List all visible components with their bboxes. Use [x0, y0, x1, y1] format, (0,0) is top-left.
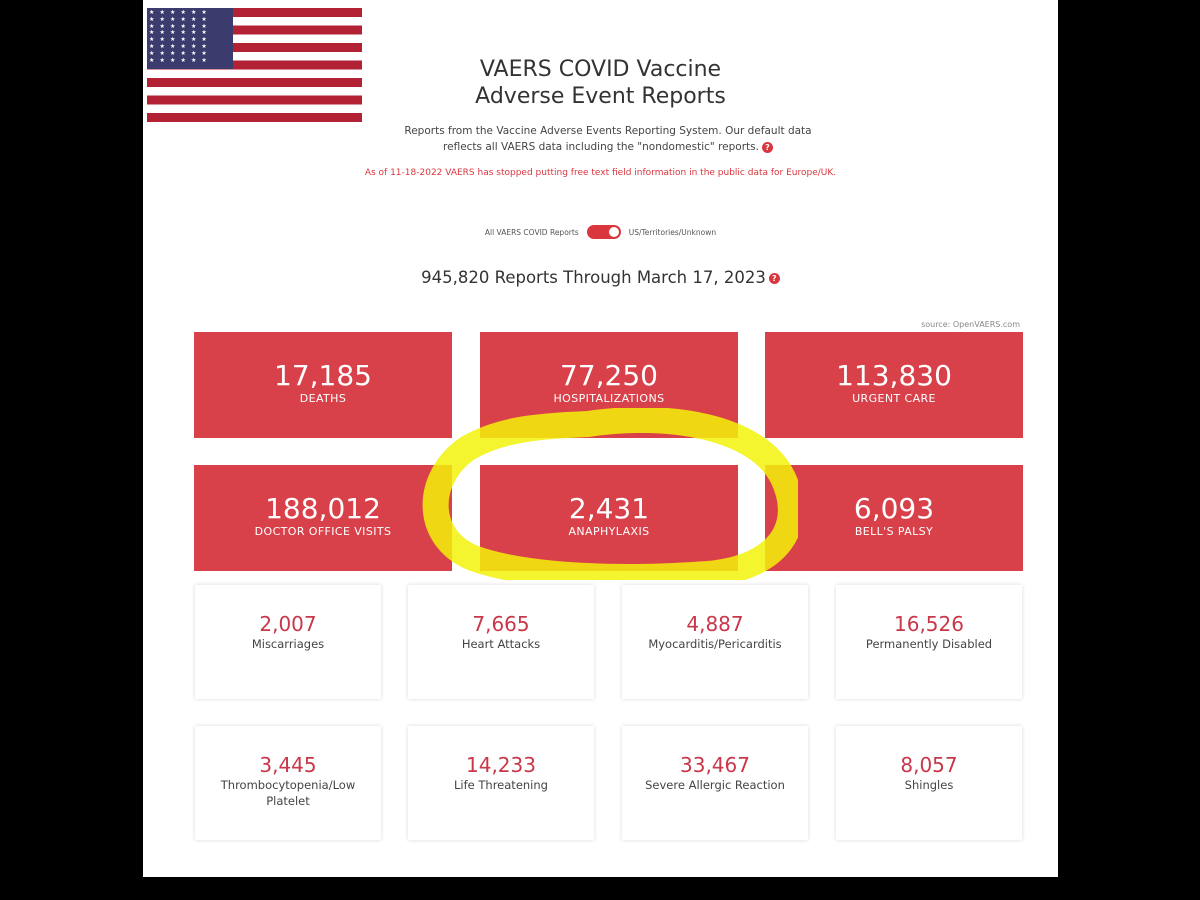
stat-value: 188,012 [265, 492, 381, 525]
stat-value: 77,250 [560, 359, 658, 392]
stat-value: 2,431 [568, 492, 650, 525]
stat-label: Severe Allergic Reaction [645, 778, 785, 792]
toggle-knob [608, 227, 619, 237]
stat-value: 17,185 [274, 359, 372, 392]
star-row: ★ ★ ★ ★ ★ ★ [149, 42, 209, 50]
stat-label: Thrombocytopenia/Low Platelet [220, 778, 356, 808]
reports-total-text: 945,820 Reports Through March 17, 2023 [421, 268, 766, 287]
page-title: VAERS COVID Vaccine Adverse Event Report… [143, 56, 1058, 110]
reports-total: 945,820 Reports Through March 17, 2023? [143, 268, 1058, 287]
stat-card-miscarriages: 2,007 Miscarriages [195, 585, 381, 699]
stat-card-life-threatening: 14,233 Life Threatening [408, 726, 594, 840]
stat-card-permanently-disabled: 16,526 Permanently Disabled [836, 585, 1022, 699]
stat-value: 113,830 [836, 359, 952, 392]
stat-label: HOSPITALIZATIONS [553, 392, 665, 405]
stat-card-doctor-visits: 188,012 DOCTOR OFFICE VISITS [194, 465, 452, 571]
stat-label: BELL'S PALSY [854, 525, 934, 538]
page-subtitle: Reports from the Vaccine Adverse Events … [393, 123, 823, 155]
stat-card-heart-attacks: 7,665 Heart Attacks [408, 585, 594, 699]
star-row: ★ ★ ★ ★ ★ ★ [149, 9, 209, 16]
stat-value: 7,665 [472, 612, 530, 636]
stat-label: ANAPHYLAXIS [568, 525, 650, 538]
stat-card-urgent-care: 113,830 URGENT CARE [765, 332, 1023, 438]
stat-card-bells-palsy: 6,093 BELL'S PALSY [765, 465, 1023, 571]
stat-card-severe-allergic-reaction: 33,467 Severe Allergic Reaction [622, 726, 808, 840]
stat-card-thrombocytopenia: 3,445 Thrombocytopenia/Low Platelet [195, 726, 381, 840]
stat-card-deaths: 17,185 DEATHS [194, 332, 452, 438]
stat-label: Permanently Disabled [865, 637, 993, 651]
stat-value: 8,057 [900, 753, 958, 777]
stat-card-anaphylaxis: 2,431 ANAPHYLAXIS [480, 465, 738, 571]
toggle-right-label: US/Territories/Unknown [628, 227, 717, 237]
stat-card-shingles: 8,057 Shingles [836, 726, 1022, 840]
page-title-line1: VAERS COVID Vaccine [479, 57, 722, 82]
stat-label: Shingles [904, 778, 954, 792]
europe-uk-notice: As of 11-18-2022 VAERS has stopped putti… [364, 168, 837, 178]
stat-label: Miscarriages [251, 637, 325, 651]
us-flag-image: ★ ★ ★ ★ ★ ★ ★ ★ ★ ★ ★ ★ ★ ★ ★ ★ ★ ★ ★ ★ … [147, 8, 362, 122]
data-scope-toggle-row: All VAERS COVID Reports US/Territories/U… [143, 225, 1058, 239]
help-icon[interactable]: ? [761, 141, 773, 153]
star-row: ★ ★ ★ ★ ★ ★ [149, 29, 209, 37]
stat-card-myocarditis: 4,887 Myocarditis/Pericarditis [622, 585, 808, 699]
stat-value: 4,887 [686, 612, 744, 636]
stat-label: DEATHS [299, 392, 347, 405]
star-row: ★ ★ ★ ★ ★ ★ [149, 22, 209, 30]
help-icon[interactable]: ? [768, 273, 780, 284]
source-credit: source: OpenVAERS.com [921, 320, 1020, 329]
star-row: ★ ★ ★ ★ ★ ★ [149, 15, 209, 23]
stat-label: Heart Attacks [461, 637, 541, 651]
stat-value: 2,007 [259, 612, 317, 636]
stat-label: Myocarditis/Pericarditis [648, 637, 782, 651]
stat-value: 6,093 [853, 492, 935, 525]
toggle-left-label: All VAERS COVID Reports [484, 227, 579, 237]
page-title-line2: Adverse Event Reports [475, 84, 726, 109]
flag-canton: ★ ★ ★ ★ ★ ★ ★ ★ ★ ★ ★ ★ ★ ★ ★ ★ ★ ★ ★ ★ … [147, 8, 233, 70]
stat-label: URGENT CARE [852, 392, 936, 405]
star-row: ★ ★ ★ ★ ★ ★ [149, 56, 209, 64]
page-canvas: ★ ★ ★ ★ ★ ★ ★ ★ ★ ★ ★ ★ ★ ★ ★ ★ ★ ★ ★ ★ … [143, 0, 1058, 877]
stat-label: DOCTOR OFFICE VISITS [254, 525, 392, 538]
stat-value: 33,467 [680, 753, 750, 777]
data-scope-toggle[interactable] [586, 225, 621, 239]
stat-label: Life Threatening [454, 778, 548, 792]
stat-card-hospitalizations: 77,250 HOSPITALIZATIONS [480, 332, 738, 438]
stat-value: 16,526 [894, 612, 964, 636]
stat-value: 14,233 [466, 753, 536, 777]
star-row: ★ ★ ★ ★ ★ ★ [149, 36, 209, 44]
subtitle-text: Reports from the Vaccine Adverse Events … [404, 125, 812, 153]
stat-value: 3,445 [259, 753, 317, 777]
star-row: ★ ★ ★ ★ ★ ★ [149, 49, 209, 57]
